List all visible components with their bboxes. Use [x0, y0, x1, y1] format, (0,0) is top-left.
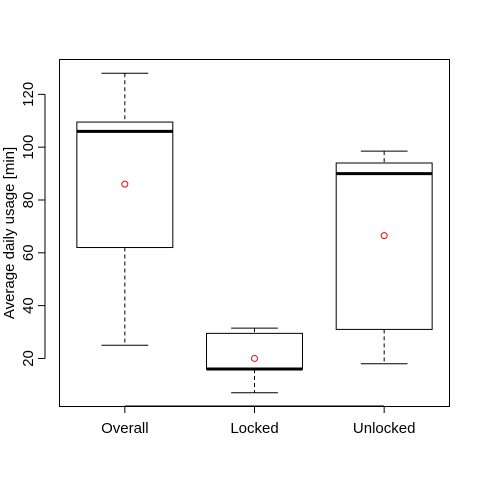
x-axis: Overall Locked Unlocked	[101, 405, 416, 437]
x-tick-label: Overall	[101, 420, 149, 437]
iqr-box	[76, 121, 174, 249]
iqr-box	[206, 332, 303, 370]
y-tick-label: 100	[20, 135, 37, 160]
y-tick-label: 40	[20, 297, 37, 314]
y-tick-label: 80	[20, 192, 37, 209]
boxes	[76, 72, 433, 394]
x-tick-label: Unlocked	[353, 420, 416, 437]
mean-marker	[380, 232, 388, 240]
box-unlocked	[335, 150, 433, 365]
y-tick-label: 120	[20, 82, 37, 107]
box-locked	[206, 327, 303, 394]
y-tick-label: 60	[20, 244, 37, 261]
y-tick-label: 20	[20, 350, 37, 367]
x-tick-label: Locked	[230, 420, 278, 437]
y-axis-label: Average daily usage [min]	[1, 147, 18, 319]
box-overall	[76, 72, 174, 346]
mean-marker	[251, 354, 258, 362]
y-axis: 20 40 60 80 100 120	[20, 82, 46, 367]
iqr-box	[335, 162, 433, 330]
mean-marker	[121, 180, 129, 188]
